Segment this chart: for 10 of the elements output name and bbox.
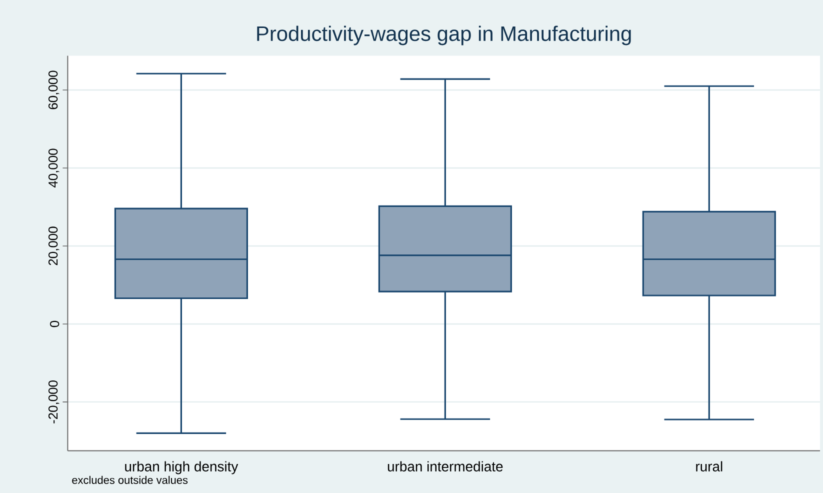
x-tick-label: urban intermediate	[388, 461, 503, 472]
chart-title: Productivity-wages gap in Manufacturing	[257, 26, 631, 46]
y-tick-label: 40,000	[48, 148, 60, 188]
y-tick-label: 60,000	[48, 70, 60, 110]
y-tick-label: -20,000	[48, 380, 60, 424]
x-tick-label: rural	[696, 461, 722, 472]
x-tick-label: urban high density	[125, 461, 238, 474]
text: excludes outside values	[72, 476, 188, 484]
y-tick-label: 0	[50, 320, 60, 328]
y-tick-label: 20,000	[48, 226, 60, 266]
